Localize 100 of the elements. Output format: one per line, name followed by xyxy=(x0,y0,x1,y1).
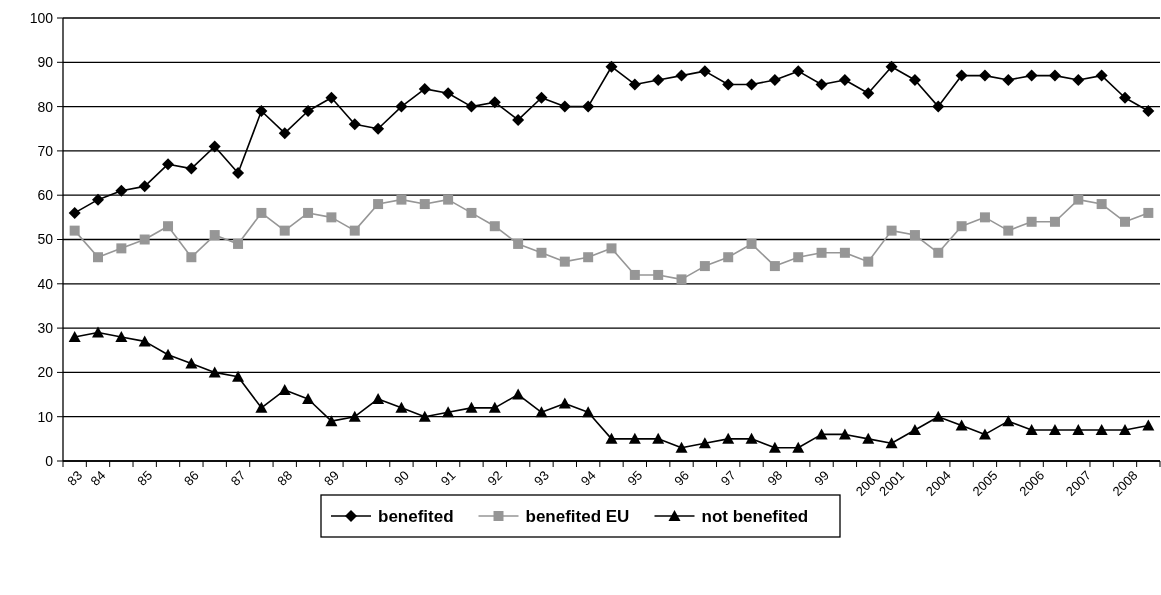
legend-label: benefited xyxy=(378,506,454,526)
point xyxy=(513,238,524,249)
point xyxy=(348,410,361,422)
point xyxy=(442,87,455,100)
y-tick-label: 10 xyxy=(37,408,54,425)
point xyxy=(955,69,968,82)
x-tick-label: 84 xyxy=(87,467,109,489)
point xyxy=(512,113,525,126)
point xyxy=(886,225,897,236)
point xyxy=(698,437,711,449)
x-tick-label: 91 xyxy=(437,467,459,489)
point xyxy=(932,100,945,113)
x-tick-label: 89 xyxy=(321,467,342,489)
y-tick-label: 60 xyxy=(37,187,54,204)
y-tick-label: 0 xyxy=(45,452,54,469)
point xyxy=(1072,74,1085,87)
point xyxy=(278,127,291,140)
point xyxy=(582,100,595,113)
point xyxy=(652,74,665,87)
point xyxy=(138,335,151,347)
point xyxy=(1142,419,1155,431)
point xyxy=(442,406,455,418)
point xyxy=(558,100,571,113)
point xyxy=(746,238,757,249)
point xyxy=(605,432,618,444)
point xyxy=(349,225,360,236)
point xyxy=(256,207,267,218)
point xyxy=(68,206,81,219)
point xyxy=(418,410,431,422)
point xyxy=(326,212,337,223)
x-tick-label: 99 xyxy=(811,467,833,489)
point xyxy=(1095,423,1108,435)
point xyxy=(676,274,687,285)
x-tick-label: 85 xyxy=(134,467,156,489)
point xyxy=(162,158,175,171)
point xyxy=(325,91,338,104)
y-tick-label: 100 xyxy=(29,9,54,26)
point xyxy=(186,252,197,263)
point xyxy=(512,388,525,400)
point xyxy=(396,194,407,205)
point xyxy=(605,60,618,73)
point xyxy=(372,392,385,404)
x-tick-label: 96 xyxy=(671,467,692,489)
point xyxy=(209,230,220,241)
point xyxy=(723,252,734,263)
point xyxy=(582,406,595,418)
legend-label: not benefited xyxy=(701,506,809,526)
y-tick-label: 40 xyxy=(37,275,54,292)
point xyxy=(793,252,804,263)
point xyxy=(185,162,198,175)
point xyxy=(652,432,665,444)
point xyxy=(699,261,710,272)
point xyxy=(885,437,898,449)
point xyxy=(278,384,291,396)
x-tick-label: 90 xyxy=(391,467,412,489)
point xyxy=(628,432,641,444)
point xyxy=(325,415,338,427)
point xyxy=(558,397,571,409)
point xyxy=(348,118,361,131)
point xyxy=(419,199,430,210)
point xyxy=(443,194,454,205)
point xyxy=(1118,423,1131,435)
point xyxy=(139,234,150,245)
point xyxy=(302,105,315,118)
point xyxy=(373,199,384,210)
point xyxy=(162,348,175,360)
point xyxy=(768,74,781,87)
point xyxy=(68,330,81,342)
point xyxy=(628,78,641,91)
point xyxy=(1095,69,1108,82)
point xyxy=(1073,194,1084,205)
point xyxy=(629,269,640,280)
point xyxy=(255,401,268,413)
point xyxy=(232,167,245,180)
point xyxy=(838,428,851,440)
point xyxy=(956,221,967,232)
y-tick-label: 70 xyxy=(37,142,54,159)
point xyxy=(1119,216,1130,227)
point xyxy=(1002,415,1015,427)
point xyxy=(745,432,758,444)
point xyxy=(1002,74,1015,87)
point xyxy=(815,428,828,440)
point xyxy=(1143,207,1154,218)
x-tick-label: 86 xyxy=(180,467,202,489)
x-tick-label: 98 xyxy=(764,467,786,489)
point xyxy=(862,87,875,100)
point xyxy=(115,184,128,197)
point xyxy=(722,78,735,91)
point xyxy=(675,441,688,453)
x-tick-label: 94 xyxy=(577,467,599,489)
point xyxy=(606,243,617,254)
point xyxy=(138,180,151,193)
point xyxy=(1049,216,1060,227)
point xyxy=(115,330,128,342)
y-tick-label: 80 xyxy=(37,98,54,115)
point xyxy=(163,221,174,232)
point xyxy=(489,221,500,232)
point xyxy=(488,96,501,109)
point xyxy=(1026,216,1037,227)
point xyxy=(722,432,735,444)
